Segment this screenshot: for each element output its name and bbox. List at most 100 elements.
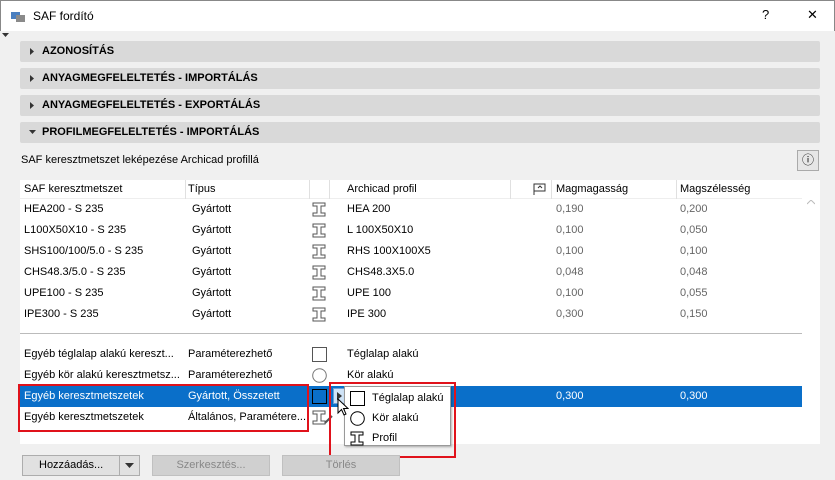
table-row[interactable]: UPE100 - S 235 Gyártott UPE 100 0,100 0,…: [20, 283, 802, 304]
popup-item-profile[interactable]: Profil: [350, 429, 450, 448]
flag-icon[interactable]: [533, 182, 547, 196]
add-button[interactable]: Hozzáadás...: [22, 455, 140, 476]
popup-item-label: Profil: [372, 432, 398, 444]
width-cell[interactable]: 0,048: [680, 266, 708, 278]
profile-icon: [312, 286, 326, 301]
collapsed-arrow-icon: [30, 48, 34, 55]
scroll-up-icon[interactable]: [807, 200, 815, 205]
saf-cell: Egyéb keresztmetszetek: [24, 390, 144, 402]
width-cell[interactable]: 0,100: [680, 245, 708, 257]
type-cell: Paraméterezhető: [188, 348, 273, 360]
table-divider: [20, 333, 802, 334]
shape-popup-menu: Téglalap alakú Kör alakú Profil: [344, 386, 451, 446]
collapsed-arrow-icon: [30, 75, 34, 82]
section-header[interactable]: ANYAGMEGFELELTETÉS - EXPORTÁLÁS: [20, 95, 820, 116]
table-row[interactable]: IPE300 - S 235 Gyártott IPE 300 0,300 0,…: [20, 304, 802, 325]
width-cell[interactable]: 0,050: [680, 224, 708, 236]
archicad-cell[interactable]: Téglalap alakú: [347, 348, 419, 360]
saf-cell: Egyéb kör alakú keresztmetsz...: [24, 369, 180, 381]
circle-icon: [312, 368, 327, 383]
archicad-cell[interactable]: L 100X50X10: [347, 224, 414, 236]
section-label: ANYAGMEGFELELTETÉS - IMPORTÁLÁS: [42, 72, 258, 84]
type-cell: Paraméterezhető: [188, 369, 273, 381]
archicad-cell[interactable]: CHS48.3X5.0: [347, 266, 415, 278]
add-button-label: Hozzáadás...: [39, 459, 104, 471]
popup-item-label: Kör alakú: [372, 412, 419, 424]
type-cell: Gyártott: [192, 203, 232, 215]
table-row[interactable]: L100X50X10 - S 235 Gyártott L 100X50X10 …: [20, 220, 802, 241]
window-title: SAF fordító: [33, 9, 94, 23]
section-subtitle: SAF keresztmetszet leképezése Archicad p…: [21, 154, 259, 166]
height-cell[interactable]: 0,190: [556, 203, 584, 215]
table-row[interactable]: CHS48.3/5.0 - S 235 Gyártott CHS48.3X5.0…: [20, 262, 802, 283]
saf-cell: Egyéb keresztmetszetek: [24, 411, 144, 423]
saf-cell: SHS100/100/5.0 - S 235: [24, 245, 144, 257]
type-cell: Gyártott: [192, 308, 232, 320]
width-cell[interactable]: 0,150: [680, 308, 708, 320]
column-header-archicad[interactable]: Archicad profil: [347, 183, 417, 195]
height-cell[interactable]: 0,300: [556, 390, 584, 402]
column-header-type[interactable]: Típus: [188, 183, 216, 195]
table-row[interactable]: SHS100/100/5.0 - S 235 Gyártott RHS 100X…: [20, 241, 802, 262]
section-header[interactable]: ANYAGMEGFELELTETÉS - IMPORTÁLÁS: [20, 68, 820, 89]
height-cell[interactable]: 0,100: [556, 245, 584, 257]
saf-cell: L100X50X10 - S 235: [24, 224, 127, 236]
table-row[interactable]: Egyéb téglalap alakú kereszt... Paraméte…: [20, 344, 802, 365]
column-header-saf[interactable]: SAF keresztmetszet: [24, 183, 123, 195]
section-label: AZONOSÍTÁS: [42, 45, 115, 57]
table-row[interactable]: Egyéb keresztmetszetek Általános, Paramé…: [20, 407, 802, 428]
table-row[interactable]: HEA200 - S 235 Gyártott HEA 200 0,190 0,…: [20, 199, 802, 220]
profile-icon: [312, 244, 326, 259]
info-icon: ⓘ: [801, 153, 814, 167]
profile-icon: [312, 307, 326, 322]
section-label: ANYAGMEGFELELTETÉS - EXPORTÁLÁS: [42, 99, 261, 111]
chevron-down-icon[interactable]: [125, 463, 134, 468]
height-cell[interactable]: 0,300: [556, 308, 584, 320]
profile-icon: [312, 265, 326, 280]
popup-item-circle[interactable]: Kör alakú: [350, 409, 450, 428]
saf-cell: Egyéb téglalap alakú kereszt...: [24, 348, 174, 360]
type-cell: Gyártott: [192, 224, 232, 236]
column-header-height[interactable]: Magmagasság: [556, 183, 629, 195]
saf-cell: HEA200 - S 235: [24, 203, 104, 215]
table-row[interactable]: Egyéb kör alakú keresztmetsz... Paraméte…: [20, 365, 802, 386]
app-icon: [11, 12, 25, 22]
section-header[interactable]: AZONOSÍTÁS: [20, 41, 820, 62]
mouse-cursor-icon: [337, 398, 349, 416]
collapse-all-icon[interactable]: [2, 33, 10, 38]
type-cell: Általános, Paramétere...: [188, 411, 307, 423]
archicad-cell[interactable]: UPE 100: [347, 287, 392, 299]
height-cell[interactable]: 0,100: [556, 287, 584, 299]
circle-icon: [350, 411, 365, 426]
section-header[interactable]: PROFILMEGFELELTETÉS - IMPORTÁLÁS: [20, 122, 820, 143]
archicad-cell[interactable]: IPE 300: [347, 308, 387, 320]
profile-icon: [312, 223, 326, 238]
archicad-cell[interactable]: Kör alakú: [347, 369, 394, 381]
type-cell: Gyártott: [192, 266, 232, 278]
archicad-cell[interactable]: HEA 200: [347, 203, 391, 215]
profile-icon: [312, 202, 326, 217]
height-cell[interactable]: 0,100: [556, 224, 584, 236]
close-button[interactable]: ✕: [807, 7, 818, 22]
edit-button[interactable]: Szerkesztés...: [152, 455, 270, 476]
type-cell: Gyártott: [192, 287, 232, 299]
popup-item-rectangle[interactable]: Téglalap alakú: [350, 389, 450, 408]
saf-cell: CHS48.3/5.0 - S 235: [24, 266, 126, 278]
profile-icon: [350, 431, 364, 446]
width-cell[interactable]: 0,300: [680, 390, 708, 402]
help-button[interactable]: ?: [762, 7, 770, 22]
column-header-width[interactable]: Magszélesség: [680, 183, 751, 195]
delete-button[interactable]: Törlés: [282, 455, 400, 476]
rectangle-icon: [312, 389, 327, 404]
collapsed-arrow-icon: [30, 102, 34, 109]
saf-cell: IPE300 - S 235: [24, 308, 99, 320]
height-cell[interactable]: 0,048: [556, 266, 584, 278]
section-label: PROFILMEGFELELTETÉS - IMPORTÁLÁS: [42, 126, 260, 138]
width-cell[interactable]: 0,200: [680, 203, 708, 215]
rectangle-icon: [312, 347, 327, 362]
info-button[interactable]: ⓘ: [797, 150, 819, 171]
popup-item-label: Téglalap alakú: [372, 392, 444, 404]
scrollbar[interactable]: [802, 180, 820, 444]
archicad-cell[interactable]: RHS 100X100X5: [347, 245, 431, 257]
width-cell[interactable]: 0,055: [680, 287, 708, 299]
